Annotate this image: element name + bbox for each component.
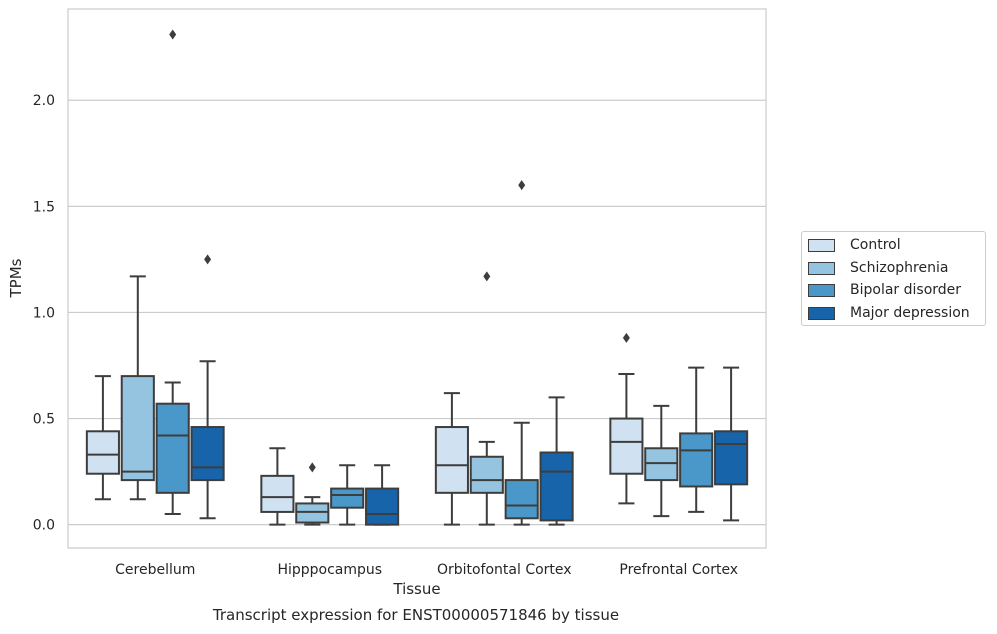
legend-swatch-control [808,238,835,252]
box-3-1 [644,404,679,518]
box-body [714,430,749,486]
box-1-0 [260,447,295,526]
x-tick-label-0: Cerebellum [115,562,195,578]
box-3-3 [714,366,749,522]
y-tick-labels: 0.0 0.5 1.0 1.5 2.0 [33,93,55,533]
box-0-3 [190,254,225,520]
box-2-0 [434,392,469,526]
box-groups [85,29,749,526]
legend: Control Schizophrenia Bipolar disorder M… [801,231,986,326]
legend-label-major-depression: Major depression [850,305,970,321]
box-body [609,417,644,475]
box-1-1 [295,462,330,526]
plot-frame [67,8,767,549]
legend-swatch-major-depression [808,306,835,320]
y-tick-label-1: 0.5 [33,412,55,428]
outlier-0 [204,254,212,265]
box-0-2 [155,29,190,516]
box-body [434,426,469,494]
box-body [504,479,539,520]
box-body [644,447,679,482]
box-2-1 [469,271,504,526]
y-tick-label-2: 1.0 [33,305,55,321]
box-body [330,487,365,509]
legend-swatch-schizophrenia [808,261,835,275]
x-tick-label-2: Orbitofontal Cortex [437,562,572,578]
box-body [120,375,155,482]
outlier-0 [308,462,316,473]
outlier-0 [483,271,491,282]
y-tick-label-4: 2.0 [33,93,55,109]
box-body [85,430,120,475]
box-body [295,502,330,524]
legend-item-major-depression: Major depression [808,303,970,323]
box-3-0 [609,332,644,505]
y-tick-label-0: 0.0 [33,518,55,534]
outlier-0 [169,29,177,40]
box-body [469,455,504,494]
y-axis-label: TPMs [7,258,25,298]
box-body [679,432,714,488]
box-body [190,426,225,482]
legend-item-control: Control [808,235,901,255]
box-body [365,487,400,526]
legend-item-schizophrenia: Schizophrenia [808,258,948,278]
box-0-0 [85,375,120,501]
outlier-0 [518,180,526,191]
box-0-1 [120,275,155,501]
box-3-2 [679,366,714,513]
x-tick-labels: Cerebellum Hipppocampus Orbitofontal Corte… [115,562,738,578]
x-axis-label: Tissue [392,580,440,598]
box-1-3 [365,464,400,526]
legend-item-bipolar-disorder: Bipolar disorder [808,280,961,300]
box-2-3 [539,396,574,526]
y-tick-label-3: 1.5 [33,199,55,215]
box-body [155,402,190,494]
legend-swatch-bipolar-disorder [808,283,835,297]
box-body [260,474,295,513]
legend-label-bipolar-disorder: Bipolar disorder [850,282,962,298]
legend-label-control: Control [850,237,901,253]
box-2-2 [504,180,539,526]
chart-caption: Transcript expression for ENST0000057184… [212,606,620,624]
box-body [539,451,574,522]
x-tick-label-1: Hipppocampus [277,562,382,578]
box-1-2 [330,464,365,526]
legend-label-schizophrenia: Schizophrenia [850,260,949,276]
x-tick-label-3: Prefrontal Cortex [619,562,738,578]
outlier-0 [622,332,630,343]
